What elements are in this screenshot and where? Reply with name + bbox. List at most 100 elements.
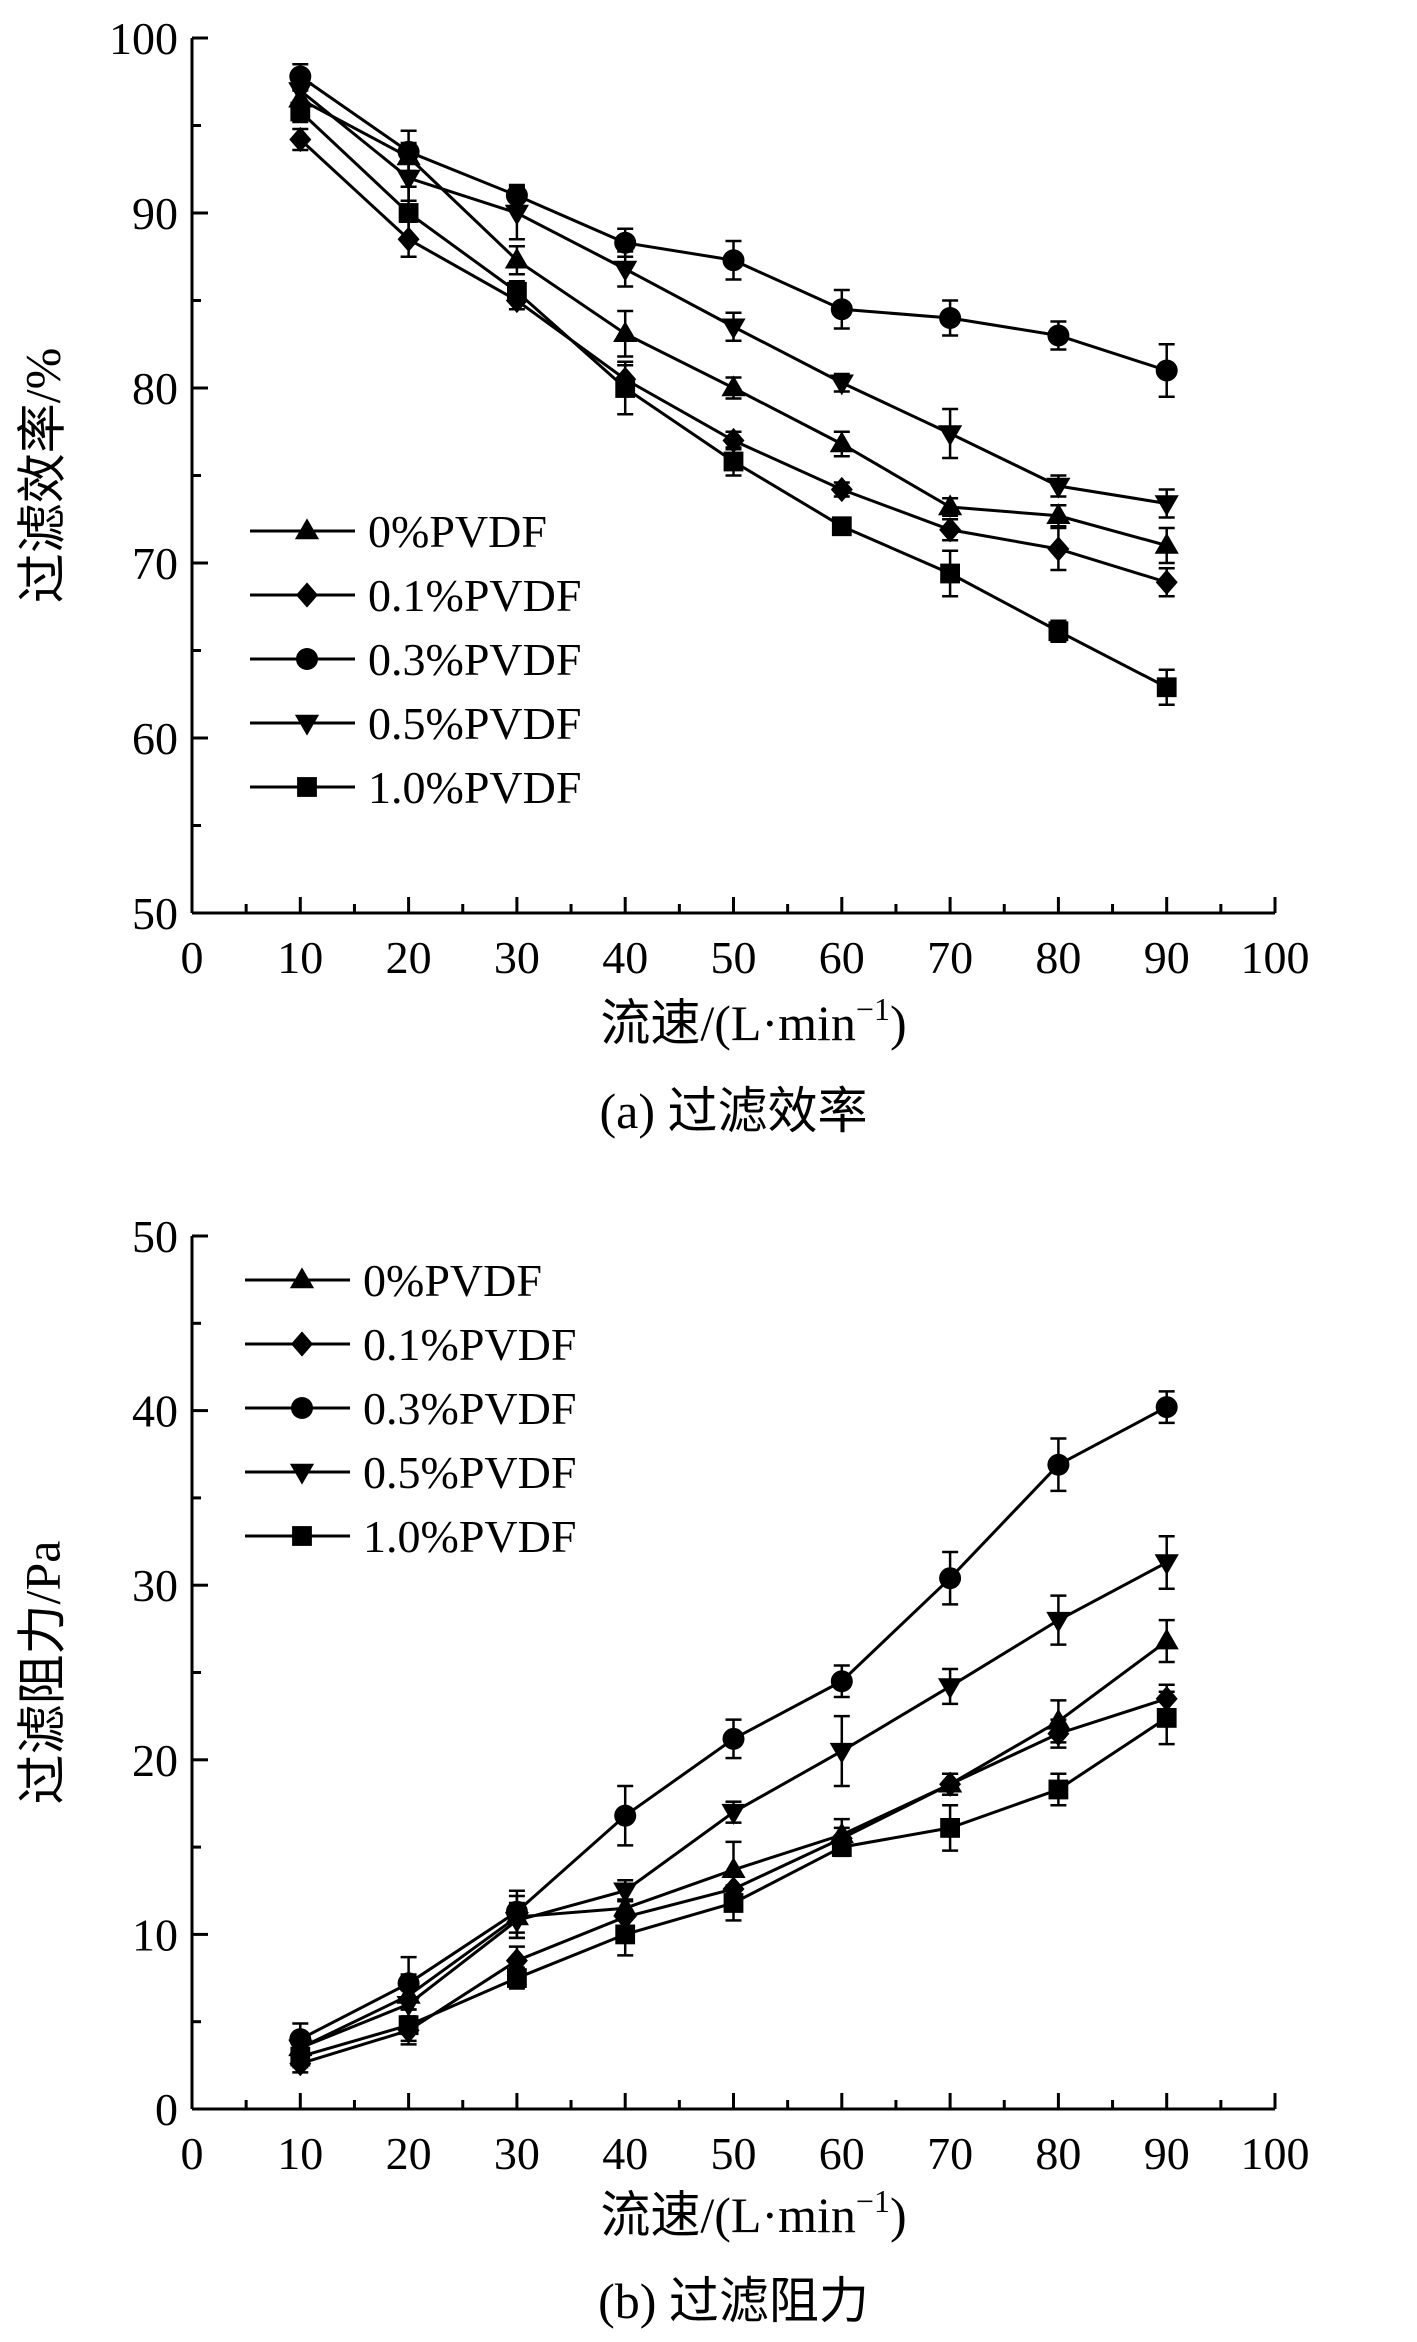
legend-label: 0.1%PVDF [368,570,581,621]
data-point [1046,477,1071,499]
chart-b-x-tick-label: 90 [1144,2128,1190,2179]
data-point [505,1947,528,1974]
data-point [721,318,746,340]
data-point [939,1567,962,1590]
data-point [504,1912,529,1934]
chart-a-x-tick-label: 60 [819,932,865,983]
chart-a-x-tick-label: 10 [277,932,323,983]
chart-a-legend-entry: 0.1%PVDF [250,570,581,621]
data-point [830,1670,853,1693]
chart-a-legend-entry: 0%PVDF [250,506,547,557]
chart-a-series-0-5-pvdf [288,75,1179,519]
chart-a-y-tick-label: 80 [132,363,178,414]
data-point [1047,324,1070,347]
chart-b-x-tick-label: 80 [1035,2128,1081,2179]
data-point [290,2046,311,2067]
chart-a-x-tick-label: 80 [1035,932,1081,983]
data-point [396,169,421,191]
legend-marker [294,518,320,540]
data-point [721,1857,746,1879]
data-point [615,1924,636,1945]
data-point [289,126,312,153]
data-point [1047,1720,1070,1747]
chart-a-caption: (a) 过滤效率 [600,1083,868,1139]
chart-b-series-1-0-pvdf [290,1690,1177,2069]
data-point [614,1804,637,1827]
data-point [722,249,745,272]
data-point [507,1968,527,1988]
chart-b-x-tick-label: 0 [181,2128,204,2179]
legend-label: 0.3%PVDF [368,634,581,685]
legend-label: 0%PVDF [363,1255,542,1306]
chart-a-y-tick-label: 50 [132,888,178,939]
data-point [829,374,854,396]
legend-marker [289,1463,315,1485]
legend-label: 0.1%PVDF [363,1319,576,1370]
legend-marker [296,582,318,608]
data-point [938,425,963,447]
chart-a-x-tick-label: 20 [386,932,432,983]
data-point [1155,359,1178,382]
data-point [613,260,638,282]
data-point [398,203,419,223]
data-point [830,298,853,321]
chart-b-y-tick-label: 50 [132,1211,178,1262]
chart-a-series-0-3-pvdf [289,63,1178,398]
data-point [398,2015,419,2036]
chart-a-y-tick-label: 60 [132,713,178,764]
data-point [829,1742,854,1764]
data-point [831,1837,852,1857]
data-point [288,82,313,104]
chart-b-y-tick-label: 10 [132,1909,178,1960]
data-point [1047,1453,1070,1476]
data-point [290,101,311,122]
data-point [1047,536,1070,562]
legend-marker [296,648,318,670]
data-point [939,517,962,543]
data-point [504,247,529,269]
chart-b-x-tick-label: 100 [1241,2128,1310,2179]
chart-b-y-tick-label: 20 [132,1735,178,1786]
chart-a-x-axis-title: 流速/(L·min−1) [600,991,906,1051]
chart-b-series-0-5-pvdf [288,1535,1179,2061]
data-point [829,431,854,453]
data-point [723,451,744,472]
chart-b-x-tick-label: 20 [386,2128,432,2179]
chart-b-x-tick-label: 10 [277,2128,323,2179]
data-point [614,231,637,254]
legend-label: 1.0%PVDF [363,1511,576,1562]
chart-a-legend-entry: 0.3%PVDF [250,634,581,685]
data-point [721,1803,746,1825]
chart-a-x-tick-label: 70 [927,932,973,983]
legend-marker [291,1397,313,1419]
chart-a-x-tick-label: 90 [1144,932,1190,983]
data-point [1154,532,1179,554]
data-point [397,1972,420,1995]
data-point [1154,495,1179,517]
chart-a-series-1-0-pvdf [290,99,1177,706]
data-point [940,1817,960,1838]
data-point [938,494,963,516]
data-point [615,378,636,398]
chart-b-y-tick-label: 30 [132,1560,178,1611]
data-point [1048,1779,1069,1800]
chart-b-x-tick-label: 50 [711,2128,757,2179]
chart-b-legend-entry: 0%PVDF [245,1255,542,1306]
chart-filtration-efficiency: 0 10 20 30 40 50 60 70 80 90 100 50 60 70 80 90 100 流速/(L… [14,13,1309,1139]
chart-b-caption: (b) 过滤阻力 [598,2273,869,2329]
chart-a-x-tick-label: 100 [1241,932,1310,983]
data-point [723,1893,744,1913]
data-point [1046,1611,1071,1633]
chart-a-x-tick-label: 30 [494,932,540,983]
data-point [504,204,529,226]
chart-a-y-tick-label: 70 [132,538,178,589]
legend-label: 0.5%PVDF [368,698,581,749]
data-point [507,281,527,302]
chart-a-y-axis-title: 过滤效率/% [14,348,70,604]
data-point [939,307,962,329]
chart-b-y-tick-label: 0 [155,2084,178,2135]
data-point [830,476,853,503]
legend-label: 0%PVDF [368,506,547,557]
data-point [939,1771,962,1797]
